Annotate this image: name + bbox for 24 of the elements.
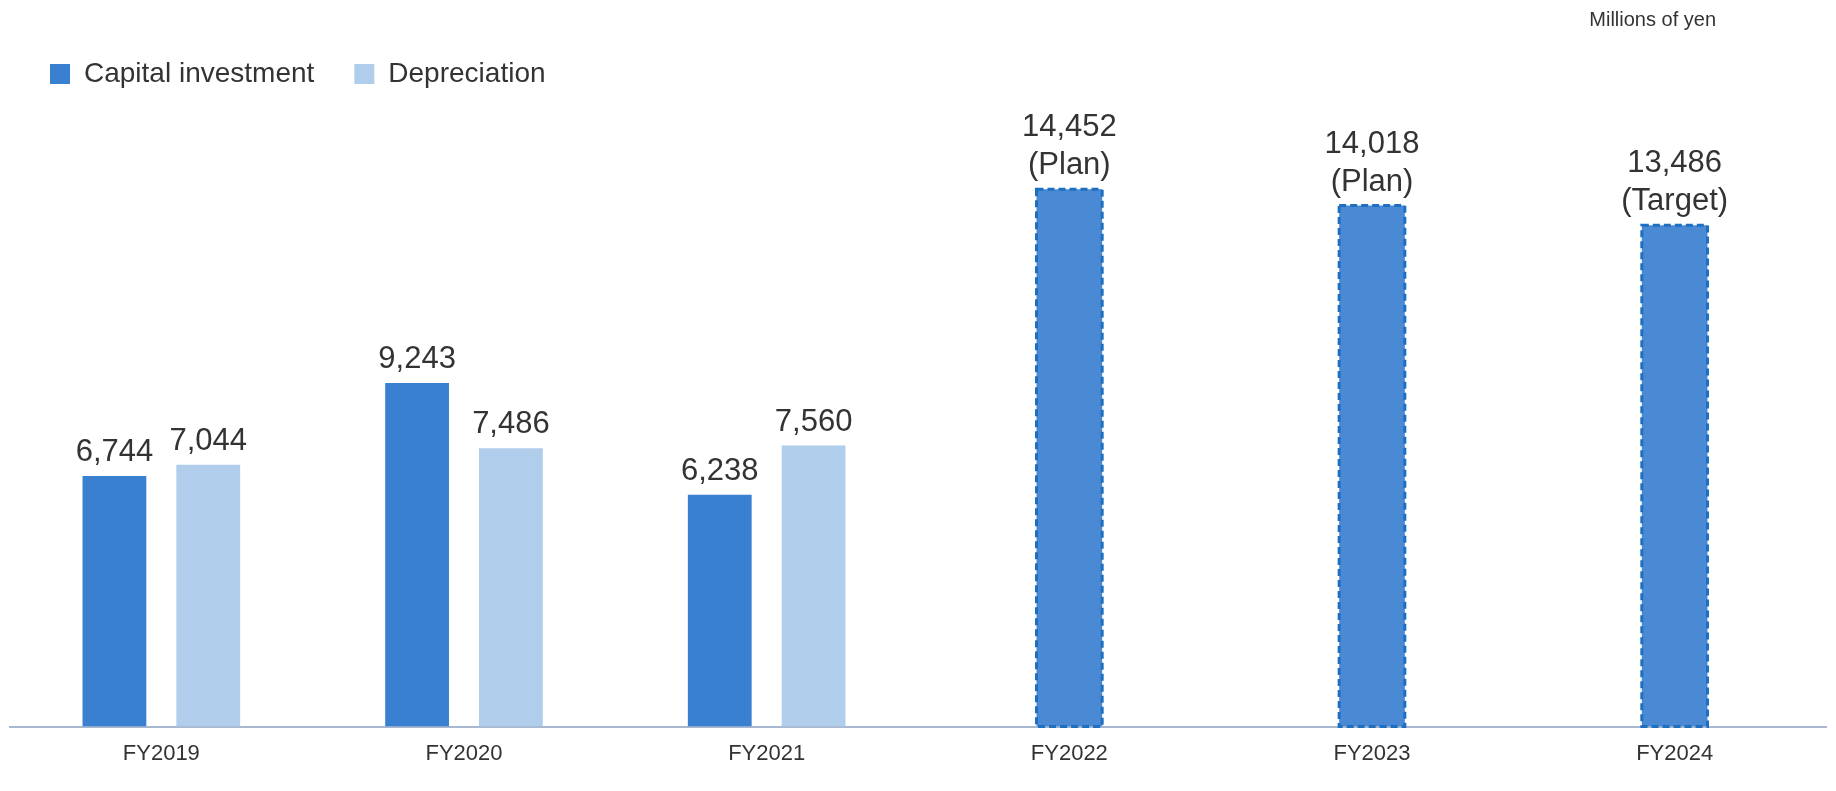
bar bbox=[781, 445, 846, 727]
data-label: 7,486 bbox=[472, 405, 550, 441]
data-label: 6,238 bbox=[680, 451, 759, 487]
legend-label: Capital investment bbox=[84, 56, 315, 88]
data-label: 13,486 (Target) bbox=[1621, 144, 1729, 218]
x-tick-label: FY2020 bbox=[425, 739, 503, 765]
legend-label: Depreciation bbox=[388, 56, 546, 88]
bar bbox=[687, 494, 752, 727]
data-label: 7,560 bbox=[774, 402, 853, 438]
bar bbox=[385, 382, 449, 727]
text: Millions of yen bbox=[1589, 7, 1716, 30]
data-label: 14,452 (Plan) bbox=[1021, 108, 1117, 182]
x-tick-label: FY2022 bbox=[1030, 739, 1108, 765]
x-tick-label: FY2023 bbox=[1333, 739, 1411, 765]
data-label: 14,018 (Plan) bbox=[1324, 124, 1420, 198]
bar bbox=[176, 464, 241, 727]
x-tick-label: FY2024 bbox=[1636, 739, 1714, 765]
bar bbox=[479, 448, 543, 727]
data-label: 7,044 bbox=[169, 421, 248, 457]
x-tick-label: FY2019 bbox=[122, 739, 200, 765]
data-label: 9,243 bbox=[378, 340, 456, 376]
x-tick-label: FY2021 bbox=[728, 739, 806, 765]
data-label: 6,744 bbox=[75, 432, 154, 468]
bar bbox=[82, 475, 147, 727]
